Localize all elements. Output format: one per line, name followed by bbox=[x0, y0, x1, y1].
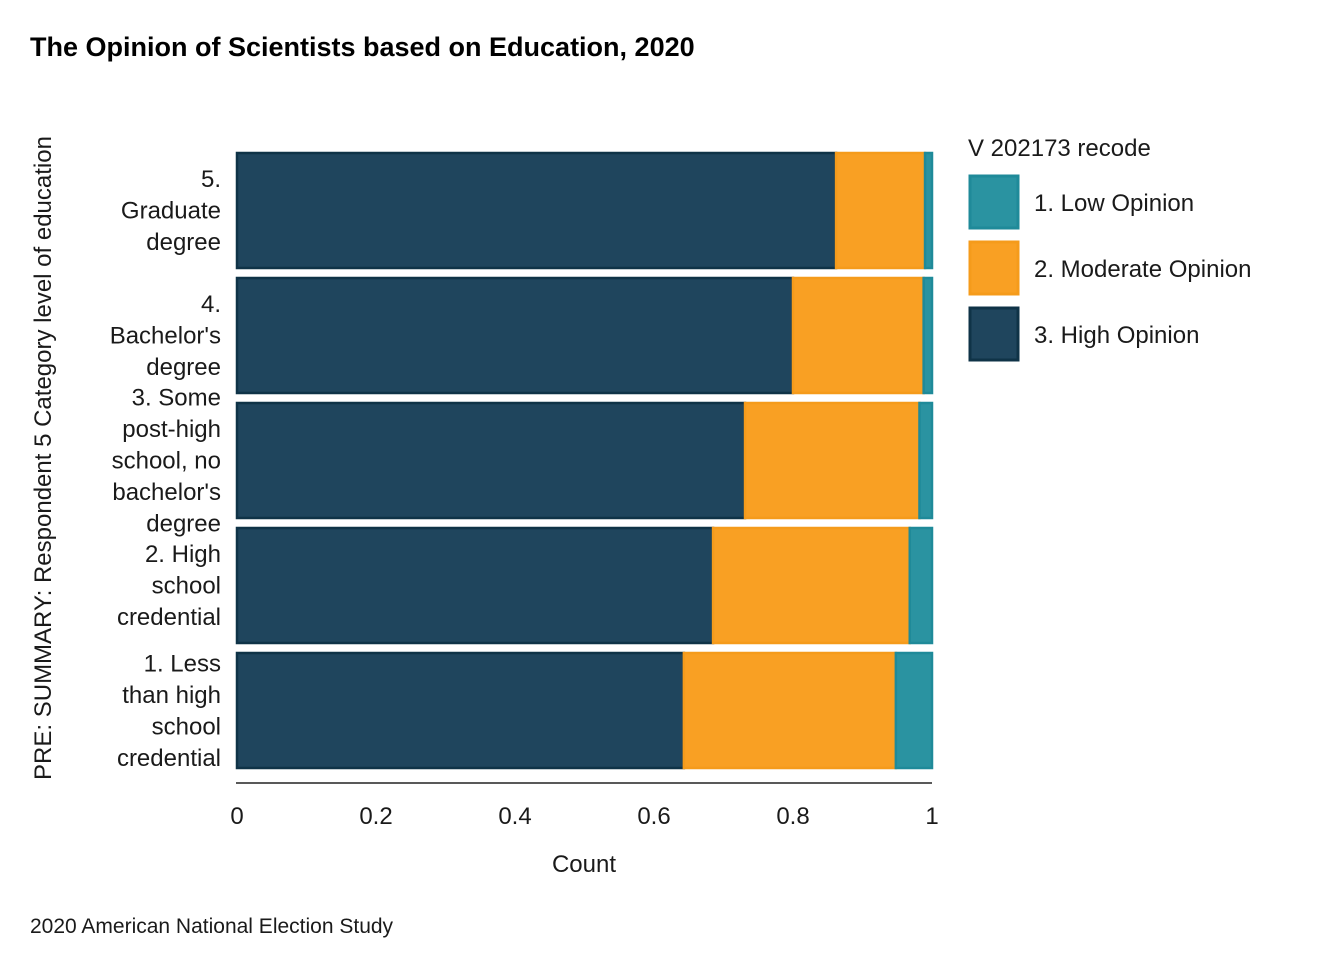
bar-cat1-series1 bbox=[235, 151, 838, 270]
y-tick-label: 5. Graduate degree bbox=[121, 166, 221, 256]
bar-cat2-series2 bbox=[791, 276, 925, 395]
y-tick-label: 1. Less than high school credential bbox=[117, 650, 221, 772]
legend-label: 2. Moderate Opinion bbox=[1034, 256, 1251, 283]
bars bbox=[235, 151, 934, 770]
y-tick-label-line: Graduate bbox=[121, 198, 221, 225]
y-tick-label-line: 4. bbox=[201, 291, 221, 318]
y-tick-label-line: school, no bbox=[112, 448, 221, 475]
bar-cat5-series1 bbox=[235, 651, 686, 770]
y-tick-label: 3. Some post-high school, no bachelor's degr… bbox=[112, 385, 221, 538]
x-tick-label: 0.2 bbox=[359, 803, 392, 830]
y-tick-label-line: Bachelor's bbox=[110, 323, 221, 350]
legend: V 202173 recode 1. Low Opinion 2. Moderat… bbox=[968, 135, 1251, 362]
y-tick-label: 2. High school credential bbox=[117, 541, 221, 631]
y-tick-label-line: 2. High bbox=[145, 541, 221, 568]
legend-swatch bbox=[968, 240, 1020, 296]
legend-swatch bbox=[968, 174, 1020, 230]
chart-title: The Opinion of Scientists based on Educa… bbox=[30, 32, 695, 62]
x-tick-label: 0 bbox=[230, 803, 243, 830]
bar-cat5-series2 bbox=[682, 651, 898, 770]
y-tick-label: 4. Bachelor's degree bbox=[110, 291, 221, 381]
y-tick-label-line: than high bbox=[122, 682, 221, 709]
y-tick-label-line: 3. Some bbox=[132, 385, 221, 412]
bar-cat5-series3 bbox=[894, 651, 934, 770]
y-tick-label-line: degree bbox=[146, 229, 221, 256]
bar-cat2-series3 bbox=[922, 276, 934, 395]
legend-swatch bbox=[968, 306, 1020, 362]
chart-caption: 2020 American National Election Study bbox=[30, 915, 394, 938]
legend-label: 1. Low Opinion bbox=[1034, 190, 1194, 217]
bar-cat3-series2 bbox=[743, 401, 921, 520]
y-tick-label-line: school bbox=[152, 713, 221, 740]
bar-cat1-series3 bbox=[923, 151, 934, 270]
x-tick-label: 0.6 bbox=[637, 803, 670, 830]
legend-title: V 202173 recode bbox=[968, 135, 1151, 162]
bar-cat2-series1 bbox=[235, 276, 795, 395]
bar-cat4-series2 bbox=[711, 526, 912, 645]
y-axis-title: PRE: SUMMARY: Respondent 5 Category leve… bbox=[30, 136, 57, 780]
y-tick-label-line: 5. bbox=[201, 166, 221, 193]
x-tick-label: 0.4 bbox=[498, 803, 531, 830]
legend-label: 3. High Opinion bbox=[1034, 322, 1199, 349]
y-tick-label-line: bachelor's bbox=[112, 479, 221, 506]
legend-items: 1. Low Opinion 2. Moderate Opinion 3. High… bbox=[968, 174, 1251, 362]
y-tick-label-line: degree bbox=[146, 354, 221, 381]
bar-cat3-series3 bbox=[918, 401, 934, 520]
y-tick-label-line: credential bbox=[117, 604, 221, 631]
y-tick-label-line: school bbox=[152, 573, 221, 600]
x-tick-labels: 0 0.2 0.4 0.6 0.8 1 bbox=[230, 803, 938, 830]
bar-cat3-series1 bbox=[235, 401, 747, 520]
x-tick-label: 1 bbox=[925, 803, 938, 830]
y-tick-label-line: credential bbox=[117, 745, 221, 772]
y-tick-label-line: degree bbox=[146, 511, 221, 538]
y-tick-label-line: post-high bbox=[122, 416, 221, 443]
bar-cat4-series3 bbox=[908, 526, 934, 645]
bar-cat1-series2 bbox=[834, 151, 927, 270]
y-tick-label-line: 1. Less bbox=[144, 650, 221, 677]
bar-cat4-series1 bbox=[235, 526, 715, 645]
x-tick-label: 0.8 bbox=[776, 803, 809, 830]
x-axis-title: Count bbox=[552, 851, 616, 878]
